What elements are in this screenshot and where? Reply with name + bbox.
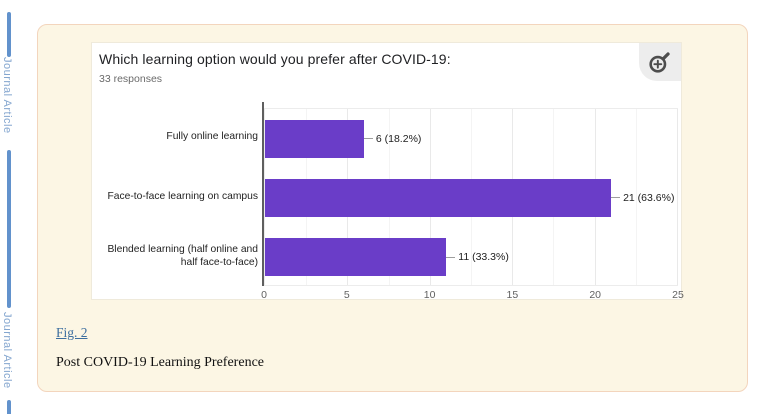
- margin-rule: [7, 150, 11, 308]
- x-tick: 0: [261, 289, 267, 301]
- bar-value-label: 11 (33.3%): [458, 251, 509, 264]
- bar-row: 21 (63.6%): [265, 168, 677, 227]
- bar-face-to-face: [265, 178, 612, 217]
- figure-caption: Post COVID-19 Learning Preference: [56, 355, 264, 370]
- x-tick: 20: [589, 289, 602, 301]
- chart-title: Which learning option would you prefer a…: [99, 51, 451, 67]
- bar-blended: [265, 238, 447, 277]
- category-label: Fully online learning: [166, 131, 258, 143]
- bar-row: 11 (33.3%): [265, 228, 677, 287]
- leader-line: [446, 256, 456, 258]
- gridline: [635, 109, 637, 285]
- chart-responses-count: 33 responses: [99, 73, 163, 85]
- magnifier-plus-icon: [647, 49, 673, 75]
- x-tick: 15: [506, 289, 519, 301]
- leader-line: [611, 197, 621, 199]
- margin-rule: [7, 400, 11, 414]
- y-axis-line: [262, 102, 264, 286]
- bar-row: 6 (18.2%): [265, 109, 677, 168]
- x-tick: 10: [423, 289, 436, 301]
- figure-link[interactable]: Fig. 2: [56, 325, 88, 340]
- journal-article-margin-label: Journal Article: [1, 312, 13, 389]
- bar-value-label: 6 (18.2%): [375, 132, 422, 145]
- journal-article-margin-label: Journal Article: [1, 57, 13, 134]
- x-tick: 5: [343, 289, 350, 301]
- category-label: Blended learning (half online and half f…: [107, 243, 258, 268]
- zoom-in-button[interactable]: [639, 43, 681, 81]
- chart-card: Which learning option would you prefer a…: [91, 42, 684, 303]
- gridline: [677, 109, 678, 285]
- figure-panel: Which learning option would you prefer a…: [37, 24, 748, 392]
- x-tick: 25: [672, 289, 684, 301]
- bar-fully-online: [265, 119, 364, 158]
- margin-rule: [7, 12, 11, 57]
- bar-value-label: 21 (63.6%): [623, 191, 675, 204]
- plot-area: 6 (18.2%) 21 (63.6%) 11 (33.3%): [264, 108, 678, 286]
- x-axis: 0 5 10 15 20 25: [261, 289, 684, 303]
- leader-line: [363, 138, 373, 140]
- category-label: Face-to-face learning on campus: [107, 191, 258, 203]
